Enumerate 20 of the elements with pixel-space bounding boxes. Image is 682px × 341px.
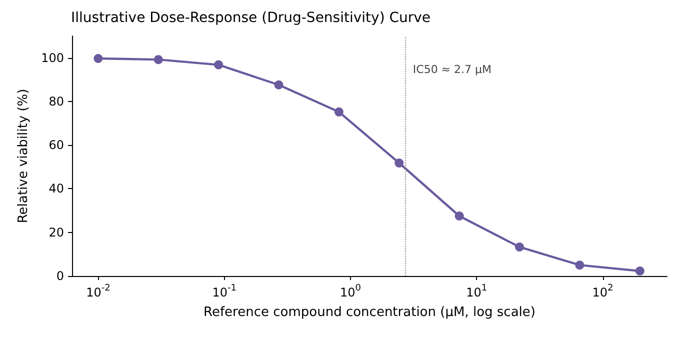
- point: [154, 55, 163, 64]
- point: [214, 60, 224, 70]
- y-axis-title: Relative viability (%): [16, 88, 32, 224]
- y-tick-label: 40: [48, 182, 64, 196]
- y-tick-label: 60: [48, 138, 64, 152]
- point: [635, 266, 644, 276]
- point: [334, 107, 344, 116]
- ref-line-label: IC50 ≈ 2.7 µM: [412, 63, 492, 76]
- point: [454, 212, 464, 220]
- point: [94, 54, 103, 63]
- point: [515, 242, 524, 252]
- y-tick-label: 80: [48, 94, 64, 108]
- y-tick-label: 100: [41, 50, 64, 65]
- point: [274, 80, 284, 90]
- chart-title: Illustrative Dose-Response (Drug-Sensitivity) Curve: [71, 10, 431, 26]
- point: [575, 260, 584, 270]
- y-tick-label: 0: [56, 269, 64, 283]
- point: [394, 158, 404, 168]
- y-tick-label: 20: [48, 225, 64, 240]
- x-axis-title: Reference compound concentration (µM, log scale): [204, 305, 536, 320]
